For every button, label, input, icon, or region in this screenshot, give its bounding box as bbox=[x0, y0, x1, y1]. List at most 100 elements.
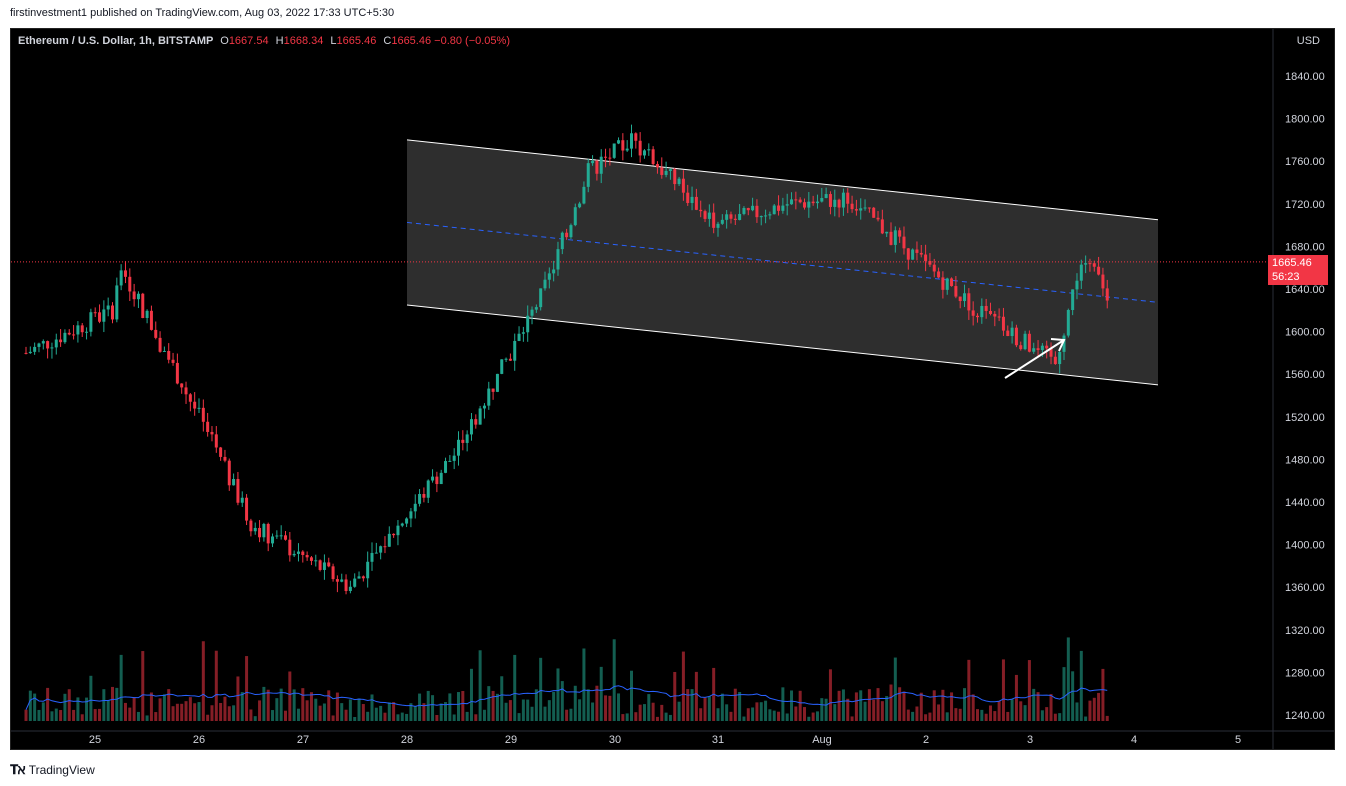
volume-bar bbox=[526, 699, 530, 721]
volume-bar bbox=[292, 689, 296, 721]
candle-body bbox=[33, 346, 37, 352]
candle-body bbox=[859, 208, 863, 211]
volume-bar bbox=[392, 702, 396, 721]
candle-body bbox=[980, 305, 984, 318]
volume-bar bbox=[1066, 637, 1070, 721]
volume-bar bbox=[379, 705, 383, 721]
candle-body bbox=[1058, 351, 1062, 365]
candle-body bbox=[647, 149, 651, 151]
candle-body bbox=[738, 213, 742, 220]
volume-bar bbox=[954, 708, 958, 721]
volume-bar bbox=[491, 690, 495, 721]
volume-bar bbox=[837, 690, 841, 721]
volume-bar bbox=[115, 687, 119, 721]
volume-bar bbox=[452, 714, 456, 721]
volume-bar bbox=[232, 705, 236, 721]
candle-body bbox=[694, 196, 698, 210]
candle-body bbox=[409, 511, 413, 519]
volume-bar bbox=[1053, 713, 1057, 721]
volume-bar bbox=[54, 708, 58, 721]
volume-bar bbox=[1101, 668, 1105, 721]
candle-body bbox=[578, 203, 582, 208]
candle-body bbox=[630, 133, 633, 149]
y-tick-label: 1280.00 bbox=[1285, 667, 1325, 679]
candle-body bbox=[967, 293, 971, 311]
candle-body bbox=[988, 310, 992, 314]
candle-body bbox=[93, 312, 97, 314]
price-chart-svg[interactable]: 1240.00 1280.00 1320.00 1360.00 1400.00 1440.… bbox=[11, 29, 1334, 749]
candle-body bbox=[642, 150, 646, 156]
volume-bar bbox=[828, 669, 832, 721]
tradingview-logo[interactable]: 𝐓ℵ TradingView bbox=[10, 762, 95, 778]
candle-body bbox=[284, 535, 287, 540]
volume-bar bbox=[872, 699, 876, 721]
candle-body bbox=[543, 279, 547, 289]
candle-body bbox=[681, 178, 685, 193]
volume-bar bbox=[123, 702, 127, 721]
candle-body bbox=[660, 167, 664, 175]
volume-bar bbox=[102, 689, 106, 721]
candle-body bbox=[759, 216, 763, 218]
volume-bar bbox=[76, 697, 80, 721]
candle-body bbox=[617, 140, 621, 144]
candle-body bbox=[219, 447, 223, 457]
volume-bar bbox=[193, 703, 197, 721]
candle-body bbox=[612, 143, 616, 158]
volume-bar bbox=[1019, 701, 1023, 721]
candle-body bbox=[720, 219, 724, 224]
volume-bar bbox=[556, 668, 560, 721]
volume-bar bbox=[660, 704, 664, 721]
chart-area[interactable]: 1240.00 1280.00 1320.00 1360.00 1400.00 1440.… bbox=[10, 28, 1335, 750]
candle-body bbox=[893, 230, 897, 245]
volume-bar bbox=[400, 712, 404, 721]
y-tick-label: 1600.00 bbox=[1285, 327, 1325, 339]
candle-body bbox=[457, 439, 460, 456]
candle-body bbox=[500, 359, 504, 374]
publish-info: firstinvestment1 published on TradingVie… bbox=[10, 7, 395, 19]
candle-body bbox=[474, 419, 478, 425]
candle-body bbox=[638, 140, 642, 156]
candle-body bbox=[807, 201, 811, 208]
candle-body bbox=[924, 254, 928, 261]
volume-bar bbox=[348, 699, 352, 721]
y-tick-label: 1400.00 bbox=[1285, 540, 1325, 552]
volume-bar bbox=[1079, 650, 1083, 721]
volume-bar bbox=[863, 701, 867, 721]
candle-body bbox=[764, 215, 768, 217]
candle-body bbox=[175, 362, 179, 384]
x-tick-label: 30 bbox=[609, 734, 621, 746]
candle-body bbox=[815, 201, 819, 204]
volume-bar bbox=[980, 709, 984, 721]
volume-bar bbox=[469, 668, 473, 721]
candle-body bbox=[993, 313, 997, 317]
candle-body bbox=[167, 350, 171, 360]
volume-bar bbox=[149, 692, 153, 721]
volume-bar bbox=[396, 714, 400, 721]
candle-body bbox=[1045, 345, 1049, 349]
candle-body bbox=[439, 472, 443, 485]
x-tick-label: 25 bbox=[89, 734, 101, 746]
candle-body bbox=[876, 217, 880, 220]
volume-bar bbox=[374, 707, 378, 721]
candle-body bbox=[41, 341, 45, 344]
volume-bar bbox=[1032, 688, 1036, 721]
volume-bar bbox=[824, 698, 828, 721]
candle-body bbox=[465, 434, 469, 443]
candle-body bbox=[668, 169, 672, 171]
volume-bar bbox=[945, 712, 949, 721]
volume-bar bbox=[214, 650, 218, 721]
x-tick-label: 27 bbox=[297, 734, 309, 746]
volume-bar bbox=[197, 702, 201, 721]
candle-body bbox=[1092, 263, 1096, 267]
candle-body bbox=[547, 273, 551, 280]
volume-bar bbox=[387, 702, 391, 721]
candle-body bbox=[655, 164, 659, 168]
volume-bar bbox=[1036, 692, 1040, 721]
candle-body bbox=[309, 557, 313, 561]
volume-bar bbox=[171, 706, 175, 721]
volume-bar bbox=[1040, 710, 1044, 721]
volume-bar bbox=[188, 697, 192, 721]
volume-bar bbox=[599, 666, 603, 721]
volume-bar bbox=[132, 697, 136, 721]
volume-bar bbox=[405, 713, 409, 721]
